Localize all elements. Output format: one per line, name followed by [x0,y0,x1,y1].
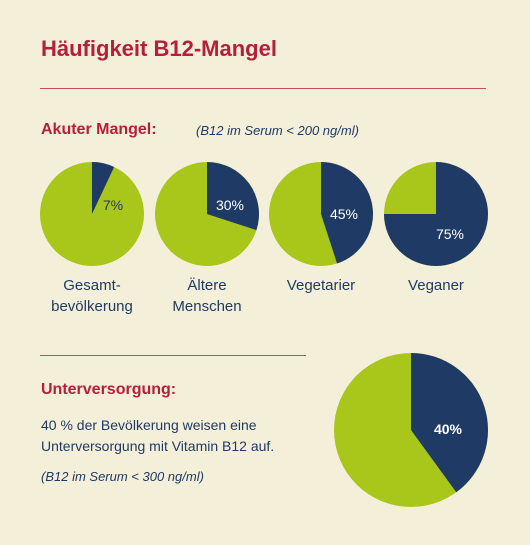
pie-slice-share [207,162,259,231]
pie-slice-share [411,353,488,493]
undersupply-heading: Unterversorgung: [41,381,177,398]
pie-slice-share [384,162,488,266]
pie-category-label: Gesamt- bevölkerung [51,277,133,315]
undersupply-note: (B12 im Serum < 300 ng/ml) [41,469,204,484]
pie-percentage-label: 7% [103,197,123,213]
pie-chart-undersupply: 40% [334,353,488,507]
pie-slice-share [92,162,115,214]
pie-chart-vegans: 75% [384,162,488,266]
pie-percentage-label: 75% [436,226,464,242]
acute-deficiency-heading: Akuter Mangel: [41,121,157,138]
page-title: Häufigkeit B12-Mangel [41,36,277,61]
pie-category-label: Ältere Menschen [172,277,242,315]
pie-category-label: Veganer [408,277,464,294]
pie-category-label: Vegetarier [286,277,356,294]
pie-chart-vegetarians: 45% [269,162,373,266]
title-divider [40,88,486,89]
pie-chart-elderly: 30% [155,162,259,266]
pie-percentage-label: 40% [434,421,463,437]
section-divider [40,355,306,356]
pie-slice-share [321,162,373,264]
pie-chart-total-population: 7% [40,162,144,266]
pie-percentage-label: 30% [216,197,244,213]
pie-percentage-label: 45% [330,206,358,222]
acute-deficiency-note: (B12 im Serum < 200 ng/ml) [196,123,359,138]
undersupply-description: 40 % der Bevölkerung weisen eine Unterve… [41,417,275,454]
